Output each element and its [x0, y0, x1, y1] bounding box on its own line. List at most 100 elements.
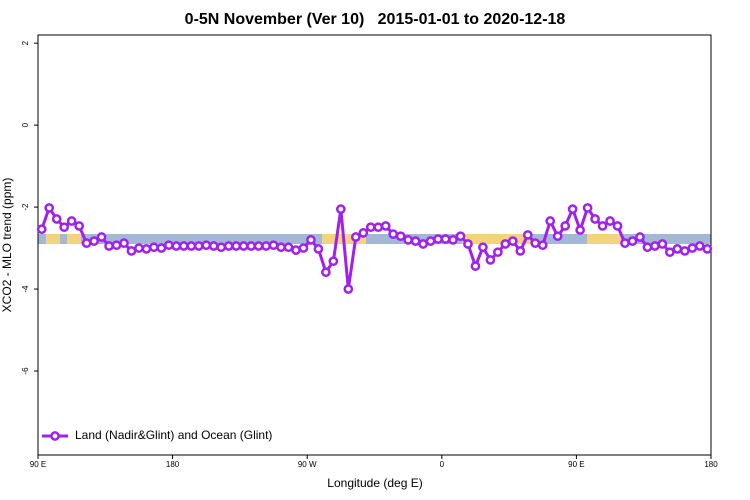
point [365, 222, 376, 233]
point [223, 241, 234, 251]
point [590, 214, 600, 224]
point [485, 255, 496, 265]
point [493, 247, 503, 258]
y-tick-label: -6 [21, 367, 30, 375]
point [373, 222, 384, 233]
point [193, 241, 204, 251]
band-land [46, 234, 60, 244]
chart-title: 0-5N November (Ver 10) 2015-01-01 to 202… [185, 11, 566, 28]
point [440, 234, 451, 244]
point [679, 246, 690, 256]
point [560, 221, 571, 231]
point [597, 221, 608, 231]
point [418, 239, 428, 249]
x-tick-label: 0 [440, 460, 445, 469]
point [253, 241, 264, 251]
point [119, 238, 129, 249]
point [126, 246, 137, 256]
point [395, 231, 406, 242]
point [403, 235, 413, 245]
legend-label: Land (Nadir&Glint) and Ocean (Glint) [75, 428, 272, 442]
point [500, 239, 511, 249]
point [433, 234, 443, 244]
point [425, 236, 436, 246]
band-land [587, 234, 621, 244]
point [51, 214, 62, 224]
point [208, 241, 219, 251]
point [537, 240, 548, 251]
x-tick-label: 90 E [568, 460, 584, 469]
band-ocean [38, 234, 711, 244]
point [186, 241, 197, 251]
x-tick-label: 180 [704, 460, 718, 469]
point [694, 241, 705, 251]
point [650, 241, 660, 251]
point [36, 224, 47, 235]
point [134, 243, 144, 253]
point [141, 244, 152, 254]
legend-marker [50, 431, 60, 441]
y-tick-label: -2 [21, 203, 30, 211]
point [306, 235, 316, 245]
point [59, 222, 70, 233]
x-axis-label: Longitude (deg E) [327, 476, 422, 490]
point [313, 244, 324, 254]
point [44, 203, 55, 213]
y-tick-label: -4 [21, 285, 30, 293]
point [575, 225, 585, 235]
y-axis-label: XCO2 - MLO trend (ppm) [0, 178, 14, 313]
x-tick-label: 90 W [298, 460, 317, 469]
point [246, 241, 256, 251]
point [298, 243, 309, 253]
point [605, 216, 615, 226]
point [448, 235, 458, 245]
point [276, 242, 286, 253]
point [620, 238, 630, 249]
point [328, 256, 339, 267]
point [702, 244, 713, 254]
point [89, 236, 99, 246]
point [665, 247, 675, 258]
point [178, 241, 189, 251]
x-tick-label: 180 [166, 460, 180, 469]
point [567, 204, 578, 214]
point [530, 238, 541, 249]
point [321, 267, 331, 278]
point [687, 243, 698, 253]
point [149, 242, 159, 253]
point [231, 241, 242, 251]
point [74, 221, 84, 231]
point [582, 203, 593, 213]
plot-frame [37, 34, 712, 456]
point [463, 239, 473, 249]
point [522, 230, 533, 240]
point [358, 228, 369, 238]
point [672, 244, 683, 254]
point [216, 242, 227, 253]
point [627, 236, 638, 246]
point [104, 241, 114, 251]
y-tick-label: 2 [21, 40, 30, 45]
point [380, 221, 391, 231]
point [507, 236, 518, 246]
point [201, 240, 212, 251]
point [238, 241, 249, 251]
point [343, 284, 354, 294]
point [66, 216, 77, 226]
point [81, 238, 92, 249]
point [156, 243, 167, 253]
point [96, 232, 107, 242]
point [336, 204, 346, 214]
point [350, 232, 361, 242]
band-land [462, 234, 530, 244]
point [268, 240, 279, 251]
point [657, 239, 668, 249]
point [552, 231, 563, 242]
x-tick-label: 90 E [30, 460, 46, 469]
point [261, 241, 271, 251]
coverage-band [38, 234, 711, 244]
point [478, 242, 488, 253]
point [164, 240, 174, 251]
point [410, 236, 421, 246]
